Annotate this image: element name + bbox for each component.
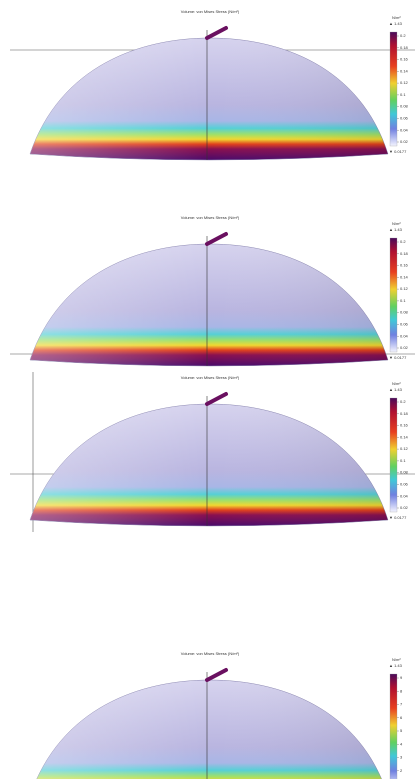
colorbar-tick-label: 0.02: [400, 345, 409, 350]
colorbar-tick-label: 7: [400, 702, 403, 707]
colorbar-unit: N/m²: [392, 657, 401, 662]
colorbar-max: ▲ 1.43: [389, 663, 403, 668]
dome-shine: [30, 404, 388, 526]
colorbar-tick-label: 0.1: [400, 92, 406, 97]
colorbar: [390, 32, 397, 146]
colorbar-tick-label: 0.2: [400, 239, 406, 244]
colorbar-tick-label: 5: [400, 728, 403, 733]
page: Volume: von Mises Stress (N/m²)N/m²▲ 1.4…: [0, 0, 415, 779]
colorbar-tick-label: 2: [400, 768, 403, 773]
colorbar-unit: N/m²: [392, 381, 401, 386]
colorbar-max: ▲ 1.43: [389, 387, 403, 392]
colorbar-tick-label: 0.16: [400, 263, 409, 268]
colorbar-min: ▼ 0.0177: [389, 149, 407, 154]
pole: [207, 670, 226, 680]
colorbar-tick-label: 3: [400, 755, 403, 760]
colorbar-tick-label: 0.14: [400, 434, 409, 439]
plot-title: Volume: von Mises Stress (N/m²): [181, 215, 240, 220]
colorbar-tick-label: 0.02: [400, 505, 409, 510]
colorbar-tick-label: 0.16: [400, 423, 409, 428]
colorbar-tick-label: 0.2: [400, 33, 406, 38]
pole: [207, 394, 226, 404]
colorbar-tick-label: 0.04: [400, 333, 409, 338]
colorbar-min: ▼ 0.0177: [389, 355, 407, 360]
plot-title: Volume: von Mises Stress (N/m²): [181, 375, 240, 380]
colorbar-max: ▲ 1.43: [389, 21, 403, 26]
colorbar-tick-label: 0.14: [400, 274, 409, 279]
colorbar-tick-label: 0.2: [400, 399, 406, 404]
colorbar-tick-label: 0.06: [400, 116, 409, 121]
screenshot: Volume: von Mises Stress (N/m²)N/m²▲ 1.4…: [0, 0, 415, 779]
colorbar-tick-label: 0.04: [400, 493, 409, 498]
colorbar-tick-label: 4: [400, 741, 403, 746]
colorbar-tick-label: 0.08: [400, 310, 409, 315]
colorbar-unit: N/m²: [392, 221, 401, 226]
colorbar-min: ▼ 0.0177: [389, 515, 407, 520]
colorbar-tick-label: 9: [400, 675, 403, 680]
colorbar-tick-label: 0.04: [400, 127, 409, 132]
colorbar-max: ▲ 1.43: [389, 227, 403, 232]
colorbar-tick-label: 0.18: [400, 251, 409, 256]
colorbar-tick-label: 0.1: [400, 298, 406, 303]
colorbar-tick-label: 0.16: [400, 57, 409, 62]
colorbar-tick-label: 0.14: [400, 68, 409, 73]
colorbar-tick-label: 0.02: [400, 139, 409, 144]
colorbar-tick-label: 0.06: [400, 482, 409, 487]
dome-shine: [30, 680, 388, 779]
dome-shine: [30, 38, 388, 160]
colorbar-tick-label: 0.06: [400, 322, 409, 327]
colorbar-tick-label: 8: [400, 688, 403, 693]
colorbar-tick-label: 0.12: [400, 80, 409, 85]
colorbar-unit: N/m²: [392, 15, 401, 20]
colorbar-tick-label: 0.08: [400, 470, 409, 475]
dome-shine: [30, 244, 388, 366]
colorbar: [390, 674, 397, 779]
colorbar-tick-label: 0.18: [400, 411, 409, 416]
colorbar-tick-label: 6: [400, 715, 403, 720]
colorbar-tick-label: 0.12: [400, 286, 409, 291]
colorbar-tick-label: 0.12: [400, 446, 409, 451]
colorbar: [390, 238, 397, 352]
colorbar-tick-label: 0.1: [400, 458, 406, 463]
plot-title: Volume: von Mises Stress (N/m²): [181, 651, 240, 656]
plot-title: Volume: von Mises Stress (N/m²): [181, 9, 240, 14]
colorbar-tick-label: 0.08: [400, 104, 409, 109]
colorbar-tick-label: 0.18: [400, 45, 409, 50]
pole: [207, 234, 226, 244]
pole: [207, 28, 226, 38]
colorbar: [390, 398, 397, 512]
